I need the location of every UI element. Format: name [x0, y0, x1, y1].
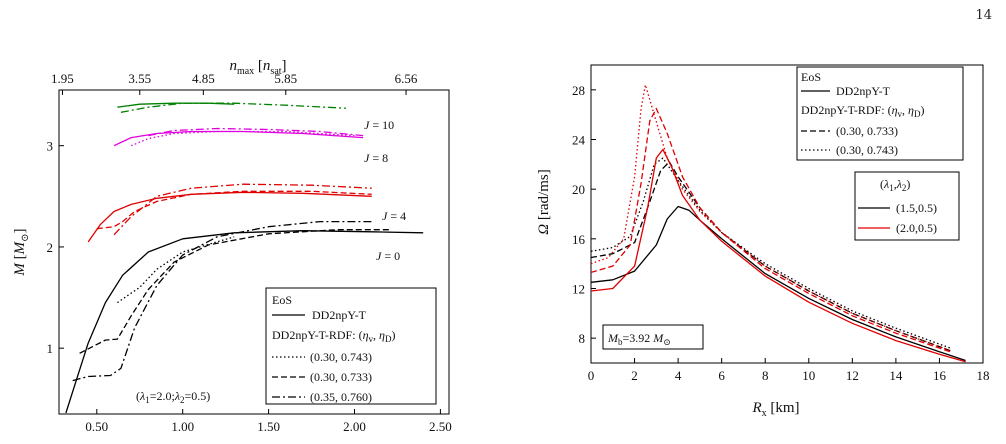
left-top-axis-label: nmax [nsat] — [229, 58, 286, 77]
left-legend-entry-rdf: DD2npY-T-RDF: (ηv, ηD) — [272, 328, 395, 344]
right-xtick-label: 4 — [675, 368, 682, 383]
j4-label: J = 4 — [382, 209, 406, 223]
left-series-line — [97, 191, 372, 228]
right-xtick-label: 10 — [802, 368, 815, 383]
left-legend: EoS DD2npY-T DD2npY-T-RDF: (ηv, ηD) (0.3… — [266, 288, 436, 404]
left-ytick-label: 1 — [47, 341, 54, 356]
j0-label: J = 0 — [376, 249, 400, 263]
left-y-axis-label: M [M⊙] — [12, 228, 31, 276]
right-xtick-label: 8 — [762, 368, 769, 383]
left-xtick-label: 0.50 — [85, 419, 108, 434]
left-xtick-label: 1.00 — [171, 419, 194, 434]
right-xtick-label: 16 — [933, 368, 947, 383]
j8-label: J = 8 — [364, 151, 388, 165]
left-ytick-label: 2 — [47, 240, 54, 255]
left-series-line — [117, 237, 234, 303]
right-xtick-label: 2 — [631, 368, 638, 383]
right-lambda-entry-2: (2.0,0.5) — [896, 221, 937, 235]
right-ytick-label: 8 — [579, 331, 586, 346]
mass-annotation-text: Mb=3.92 M⊙ — [607, 331, 671, 347]
j10-label: J = 10 — [364, 118, 394, 132]
right-ytick-label: 16 — [572, 232, 586, 247]
right-ytick-label: 12 — [572, 282, 585, 297]
left-toptick-label: 1.95 — [51, 71, 74, 86]
left-series-line — [88, 192, 372, 242]
left-toptick-label: 6.56 — [395, 71, 418, 86]
left-toptick-label: 3.55 — [128, 71, 151, 86]
right-legend-entry-2: (0.30, 0.743) — [836, 143, 898, 157]
right-lambda-entry-1: (1.5,0.5) — [896, 201, 937, 215]
right-legend-entry-dd2npy: DD2npY-T — [836, 84, 891, 98]
right-xtick-label: 14 — [889, 368, 903, 383]
left-ytick-label: 3 — [47, 139, 54, 154]
right-y-axis-label: Ω [rad/ms] — [536, 169, 552, 234]
lambda-annotation: (λ1=2.0;λ2=0.5) — [136, 389, 210, 405]
right-legend-entry-rdf: DD2npY-T-RDF: (ηv, ηD) — [801, 103, 924, 119]
mass-annotation: Mb=3.92 M⊙ — [603, 325, 703, 349]
left-xtick-label: 2.50 — [429, 419, 452, 434]
right-xtick-label: 12 — [846, 368, 859, 383]
left-xtick-label: 1.50 — [257, 419, 280, 434]
left-legend-entry-2: (0.30, 0.733) — [310, 370, 372, 384]
right-xtick-label: 18 — [977, 368, 990, 383]
right-eos-legend-title: EoS — [801, 70, 821, 84]
right-xtick-label: 0 — [588, 368, 595, 383]
right-xtick-label: 6 — [718, 368, 725, 383]
right-eos-legend: EoS DD2npY-T DD2npY-T-RDF: (ηv, ηD) (0.3… — [797, 67, 963, 160]
right-lambda-legend-title: (λ1,λ2) — [880, 177, 910, 193]
left-legend-entry-3: (0.35, 0.760) — [310, 390, 372, 404]
right-ytick-label: 20 — [572, 182, 585, 197]
right-ytick-label: 24 — [572, 133, 586, 148]
right-lambda-legend: (λ1,λ2) (1.5,0.5) (2.0,0.5) — [855, 172, 959, 240]
right-legend-entry-1: (0.30, 0.733) — [836, 124, 898, 138]
right-x-axis-label: Rx [km] — [751, 400, 799, 419]
left-xtick-label: 2.00 — [343, 419, 366, 434]
left-legend-entry-dd2npy: DD2npY-T — [312, 308, 367, 322]
left-legend-entry-1: (0.30, 0.743) — [310, 350, 372, 364]
left-toptick-label: 4.85 — [192, 71, 215, 86]
left-legend-title: EoS — [272, 293, 292, 307]
right-ytick-label: 28 — [572, 83, 585, 98]
